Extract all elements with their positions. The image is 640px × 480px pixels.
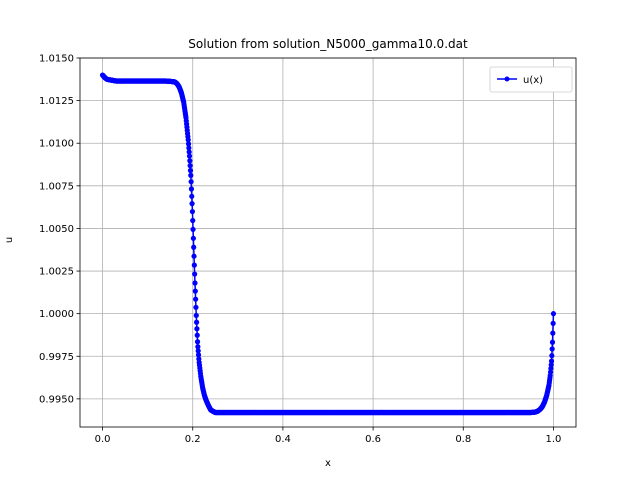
data-point — [186, 153, 193, 159]
data-point — [550, 311, 557, 317]
data-point — [193, 296, 199, 302]
data-point — [191, 244, 197, 250]
data-point — [191, 253, 197, 259]
x-axis: 0.0 0.2 0.4 0.6 0.8 1.0 — [95, 427, 562, 445]
data-point — [195, 344, 201, 350]
data-point — [549, 346, 555, 352]
data-point — [190, 217, 196, 224]
data-point — [193, 312, 199, 319]
y-tick-label: 1.0050 — [39, 224, 74, 235]
data-point — [194, 326, 200, 332]
data-point — [194, 339, 201, 345]
data-point — [189, 201, 195, 207]
y-axis: 0.9950 0.9975 1.0000 1.0025 1.0050 1.0075 1.01… — [39, 54, 80, 405]
data-point — [190, 235, 196, 241]
data-point — [548, 358, 555, 364]
legend: u(x) — [489, 66, 573, 93]
data-point — [192, 288, 198, 294]
plot-frame — [79, 57, 577, 428]
data-point — [186, 149, 192, 155]
legend-box — [489, 66, 573, 93]
x-axis-label: x — [325, 458, 331, 469]
data-point — [188, 172, 194, 178]
data-point — [549, 339, 556, 345]
y-tick-label: 1.0025 — [39, 267, 74, 278]
y-tick-label: 1.0075 — [39, 181, 74, 192]
data-point — [195, 348, 201, 354]
data-point — [194, 332, 200, 338]
data-point — [185, 141, 192, 147]
data-point — [193, 319, 200, 325]
y-tick-label: 1.0100 — [39, 139, 74, 150]
data-point — [192, 280, 198, 286]
x-tick-label: 0.4 — [275, 434, 291, 445]
y-tick-label: 1.0150 — [39, 54, 74, 65]
y-tick-label: 1.0125 — [39, 96, 74, 107]
x-tick-label: 0.2 — [185, 434, 201, 445]
y-tick-label: 0.9975 — [39, 352, 74, 363]
y-tick-label: 0.9950 — [39, 394, 74, 405]
data-point — [187, 163, 193, 169]
y-axis-label: u — [4, 237, 15, 243]
data-point — [549, 353, 555, 359]
series-points — [99, 72, 557, 416]
data-point — [188, 179, 194, 185]
data-point — [188, 186, 195, 192]
x-tick-label: 1.0 — [546, 434, 562, 445]
data-point — [187, 167, 194, 174]
x-tick-label: 0.6 — [365, 434, 381, 445]
x-tick-label: 0.8 — [455, 434, 471, 445]
data-point — [195, 352, 202, 358]
legend-marker-sample — [504, 76, 510, 82]
data-point — [190, 226, 196, 233]
data-point — [189, 208, 196, 215]
x-tick-label: 0.0 — [95, 434, 111, 445]
legend-label-u: u(x) — [523, 75, 543, 86]
chart-title: Solution from solution_N5000_gamma10.0.d… — [188, 37, 468, 51]
data-point — [550, 320, 556, 326]
data-point — [186, 145, 192, 151]
data-point — [187, 158, 193, 164]
data-point — [193, 304, 199, 310]
data-point — [185, 137, 191, 143]
y-tick-label: 1.0000 — [39, 309, 74, 320]
data-point — [550, 330, 556, 336]
data-point — [189, 193, 195, 199]
series-layer — [99, 72, 557, 416]
data-point — [192, 271, 198, 277]
data-point — [191, 262, 197, 268]
